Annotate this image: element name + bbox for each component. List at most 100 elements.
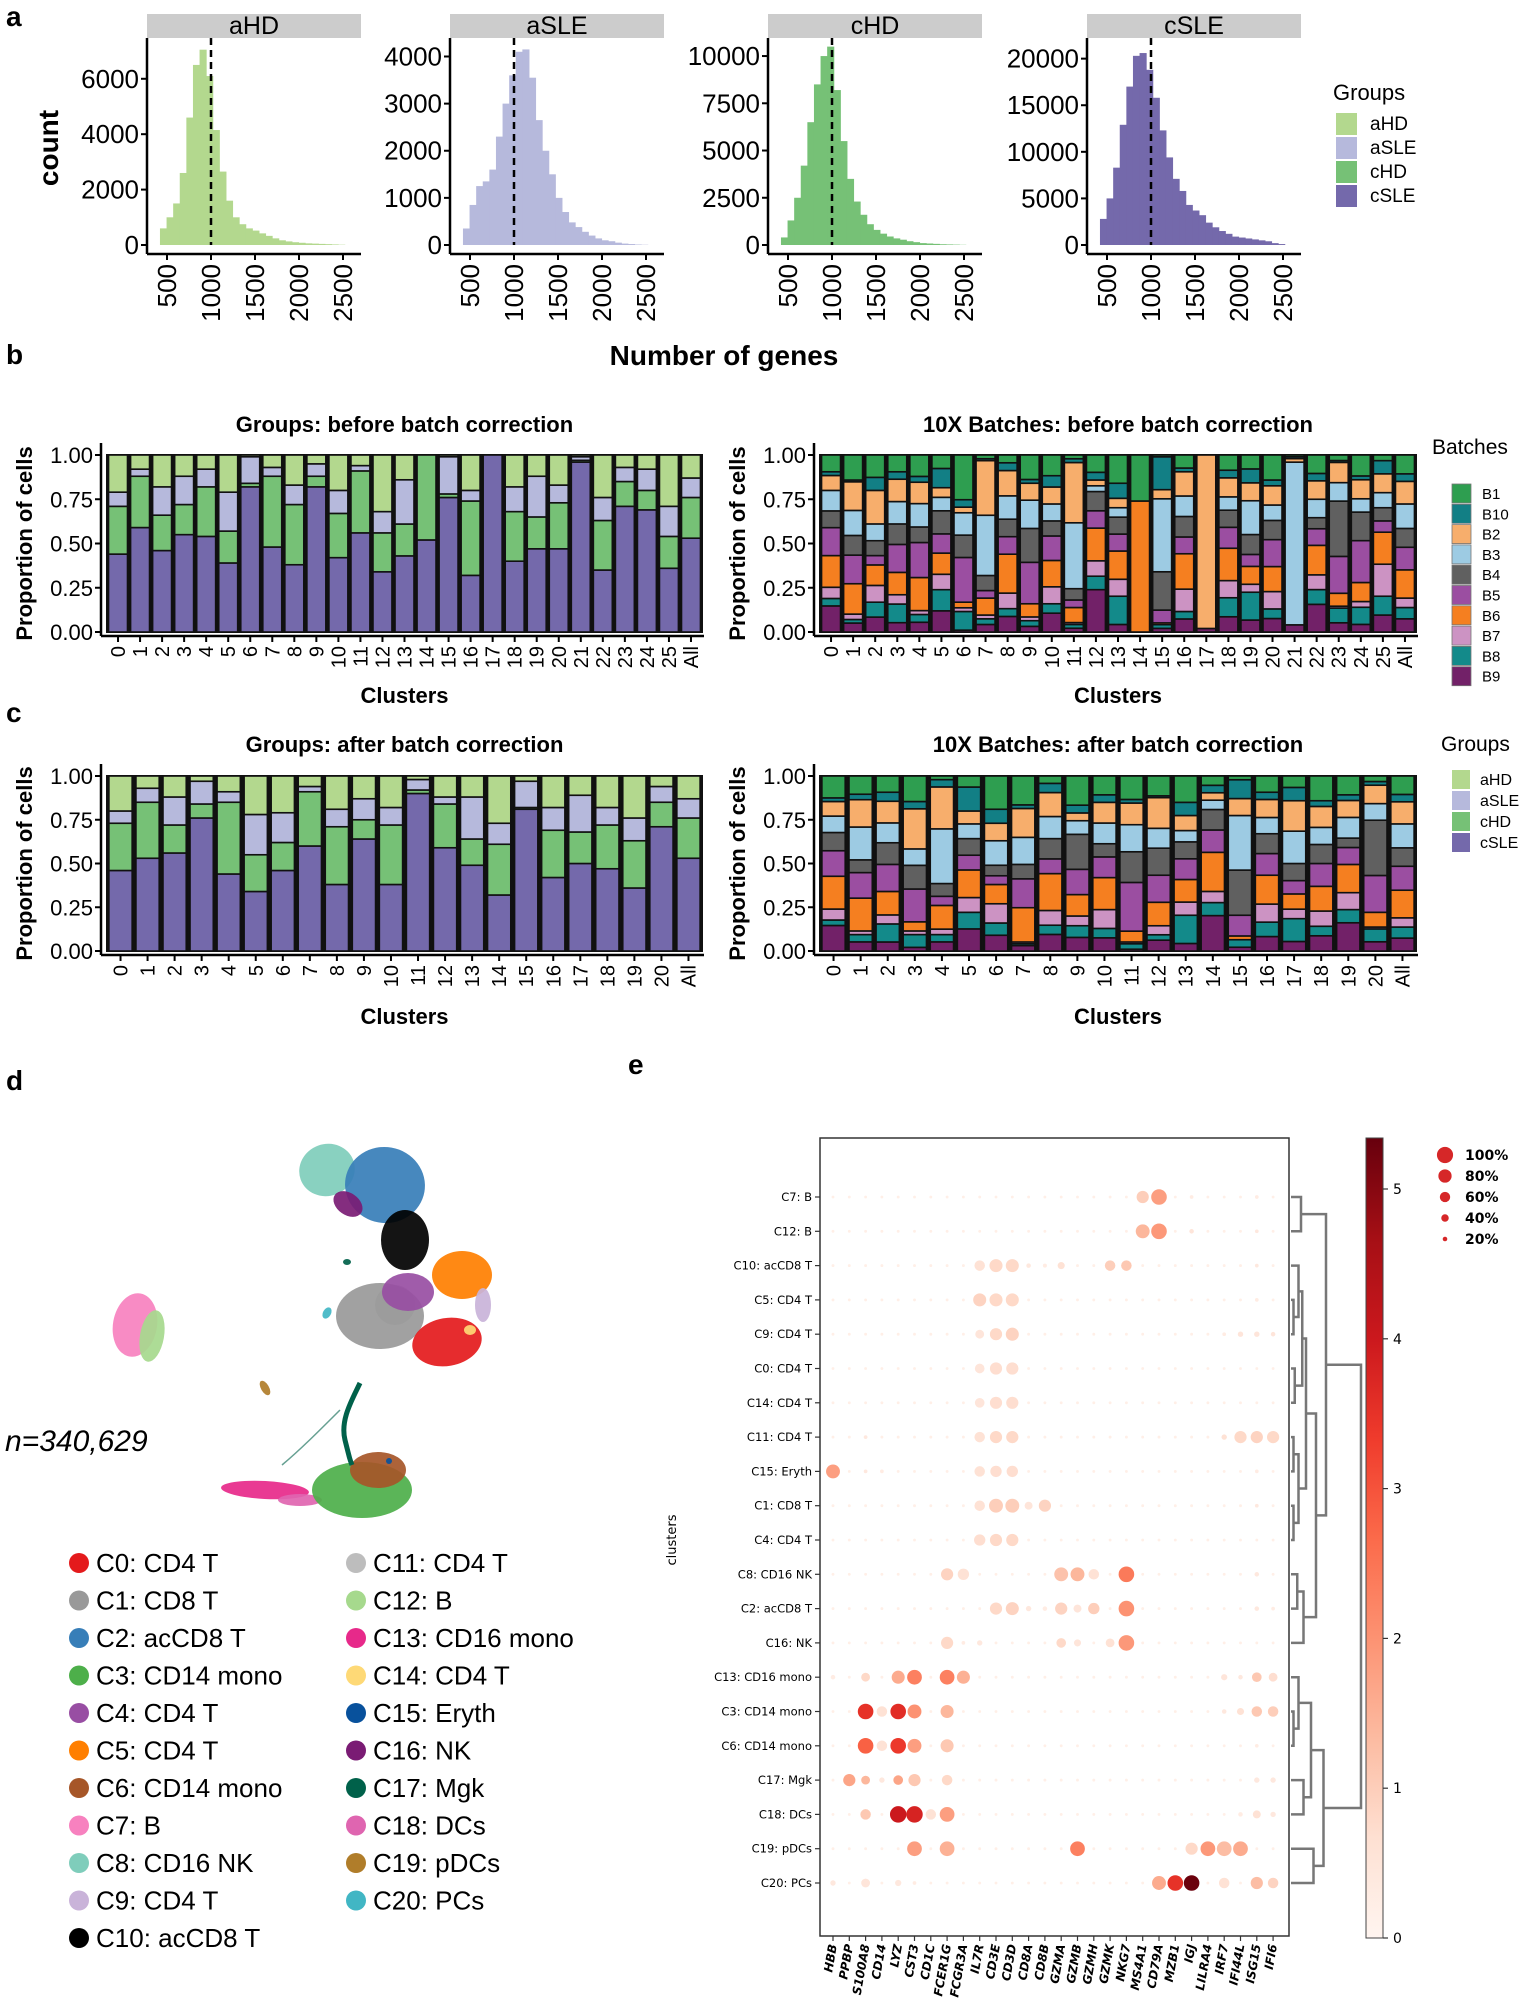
bar-segment-B1 bbox=[1151, 454, 1173, 458]
bar-segment-aSLE bbox=[621, 817, 647, 842]
bar-segment-B2 bbox=[983, 822, 1009, 842]
gene-label: CST3 bbox=[902, 1943, 922, 1978]
bar-segment-B8 bbox=[1064, 924, 1090, 939]
expression-dot bbox=[1108, 1538, 1112, 1542]
expression-dot bbox=[1010, 1812, 1014, 1816]
bar-segment-cSLE bbox=[351, 838, 377, 952]
bar-segment-B3 bbox=[1308, 826, 1334, 846]
bar-segment-aSLE bbox=[405, 778, 431, 791]
x-tick-label: 21 bbox=[1285, 646, 1307, 668]
legend-swatch-B5 bbox=[1451, 585, 1472, 605]
expression-dot bbox=[831, 1367, 835, 1370]
bar-segment-B1 bbox=[1218, 454, 1239, 472]
bar-segment-cHD bbox=[270, 841, 296, 872]
expression-dot bbox=[1271, 1401, 1275, 1405]
bar-segment-B3 bbox=[1218, 496, 1239, 511]
bar-segment-B1 bbox=[997, 454, 1018, 464]
expression-dot bbox=[961, 1298, 965, 1302]
expression-dot bbox=[864, 1195, 868, 1199]
legend-label: C7: B bbox=[96, 1811, 161, 1841]
bar-segment-aSLE bbox=[129, 468, 151, 478]
histogram-bar bbox=[1278, 244, 1286, 245]
expression-dot bbox=[929, 1298, 933, 1302]
bar-segment-B8 bbox=[1362, 928, 1388, 943]
histogram-bar bbox=[542, 150, 550, 245]
expression-dot bbox=[1108, 1229, 1112, 1233]
bar-segment-aHD bbox=[460, 454, 481, 492]
bar-segment-B2 bbox=[1151, 488, 1173, 500]
expression-dot bbox=[1092, 1710, 1096, 1713]
x-tick-label: 0 bbox=[824, 965, 846, 976]
expression-dot bbox=[1108, 1435, 1112, 1439]
x-tick-label: 1500 bbox=[543, 264, 573, 322]
expression-dot bbox=[861, 1775, 870, 1785]
x-tick-label: 23 bbox=[1329, 646, 1351, 668]
x-tick-label: 17 bbox=[570, 965, 592, 987]
bar-segment-cHD bbox=[284, 503, 305, 566]
bar-segment-cHD bbox=[680, 496, 702, 539]
size-legend-label: 80% bbox=[1465, 1169, 1499, 1185]
expression-dot bbox=[1267, 1706, 1279, 1717]
histogram-bar bbox=[1132, 55, 1141, 245]
bar-segment-aSLE bbox=[513, 780, 539, 809]
bar-segment-cSLE bbox=[262, 546, 283, 633]
bar-segment-aHD bbox=[486, 775, 512, 825]
expression-dot bbox=[961, 1504, 965, 1508]
histogram-bar bbox=[298, 242, 306, 245]
x-tick-label: 13 bbox=[1176, 965, 1198, 987]
expression-dot bbox=[1092, 1881, 1096, 1885]
expression-dot bbox=[1141, 1847, 1145, 1851]
histogram-bar bbox=[311, 243, 319, 245]
expression-dot bbox=[1141, 1504, 1145, 1508]
bar-segment-cHD bbox=[189, 803, 215, 819]
y-tick-label: 5000 bbox=[1021, 183, 1079, 213]
expression-dot bbox=[1092, 1641, 1096, 1645]
x-tick-label: 20 bbox=[1365, 965, 1387, 987]
legend-marker bbox=[69, 1665, 89, 1686]
expression-dot bbox=[1027, 1401, 1031, 1405]
expression-dot bbox=[1250, 1876, 1263, 1890]
bar-segment-B5 bbox=[1262, 538, 1283, 568]
bar-segment-B10 bbox=[848, 793, 874, 801]
expression-dot bbox=[1056, 1638, 1067, 1648]
bar-segment-B4 bbox=[1362, 819, 1388, 877]
bar-segment-B7 bbox=[820, 586, 842, 600]
bar-segment-B8 bbox=[1173, 914, 1199, 945]
x-tick-label: 2500 bbox=[631, 264, 661, 322]
histogram-bar bbox=[186, 117, 194, 245]
cluster-dendrogram bbox=[1291, 1195, 1363, 1885]
x-tick-label: All bbox=[1395, 646, 1417, 668]
bar-segment-cSLE bbox=[432, 846, 458, 952]
expression-dot bbox=[974, 1397, 985, 1408]
umap-cluster-strand-C17 bbox=[341, 1381, 363, 1466]
bar-segment-B8 bbox=[983, 922, 1009, 937]
bar-segment-B9 bbox=[1254, 935, 1280, 952]
expression-dot bbox=[1189, 1229, 1194, 1234]
expression-dot bbox=[1141, 1607, 1145, 1611]
bar-segment-B3 bbox=[1064, 819, 1090, 836]
histogram-bar bbox=[272, 238, 280, 245]
expression-dot bbox=[1027, 1812, 1031, 1816]
legend-marker bbox=[346, 1590, 366, 1611]
expression-dot bbox=[1043, 1847, 1047, 1851]
expression-dot bbox=[974, 1260, 985, 1271]
bar-segment-B5 bbox=[1063, 599, 1085, 609]
bar-segment-B9 bbox=[931, 610, 952, 633]
expression-dot bbox=[994, 1229, 998, 1233]
histogram-bar bbox=[225, 200, 234, 245]
colorbar-tick-label: 5 bbox=[1393, 1182, 1402, 1198]
expression-dot bbox=[847, 1469, 851, 1473]
bar-segment-B6 bbox=[956, 869, 982, 899]
bar-segment-B5 bbox=[875, 863, 901, 893]
legend-label: C17: Mgk bbox=[373, 1773, 485, 1803]
cluster-row-label: C4: CD4 T bbox=[754, 1533, 813, 1547]
expression-dot bbox=[941, 1568, 954, 1581]
y-tick-label: 15000 bbox=[1007, 90, 1079, 120]
bar-segment-B10 bbox=[1218, 469, 1239, 479]
bar-segment-B9 bbox=[820, 605, 842, 633]
bar-segment-B1 bbox=[1063, 454, 1085, 460]
bar-segment-B5 bbox=[1064, 868, 1090, 896]
bar-segment-B2 bbox=[1107, 497, 1129, 509]
expression-dot bbox=[929, 1401, 933, 1405]
